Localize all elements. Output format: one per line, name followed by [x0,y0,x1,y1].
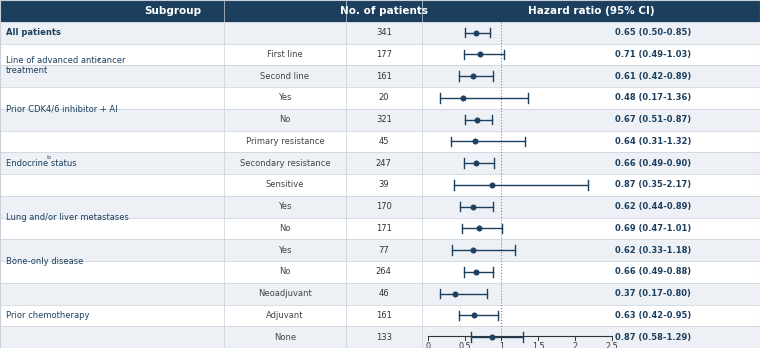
Text: Line of advanced anticancer
treatment: Line of advanced anticancer treatment [6,56,125,75]
Text: 0: 0 [426,342,430,348]
Text: 0.66 (0.49-0.90): 0.66 (0.49-0.90) [615,159,691,168]
Bar [0,87,760,109]
Text: 0.64 (0.31-1.32): 0.64 (0.31-1.32) [615,137,691,146]
Text: Bone-only disease: Bone-only disease [6,256,84,266]
Text: 247: 247 [376,159,391,168]
Bar [0,65,760,87]
Text: 0.69 (0.47-1.01): 0.69 (0.47-1.01) [615,224,691,233]
Text: 177: 177 [375,50,392,59]
Text: 0.61 (0.42-0.89): 0.61 (0.42-0.89) [615,72,691,81]
Text: Sensitive: Sensitive [266,180,304,189]
Text: 77: 77 [378,246,389,255]
Text: 0.65 (0.50-0.85): 0.65 (0.50-0.85) [615,28,691,37]
Text: 2.5: 2.5 [606,342,618,348]
Text: None: None [274,333,296,342]
Text: Secondary resistance: Secondary resistance [239,159,331,168]
Text: Endocrine status: Endocrine status [6,159,77,168]
Text: Lung and/or liver metastases: Lung and/or liver metastases [6,213,129,222]
Text: Yes: Yes [278,93,292,102]
Text: 264: 264 [376,267,391,276]
Text: First line: First line [267,50,303,59]
Text: Second line: Second line [261,72,309,81]
Text: Subgroup: Subgroup [144,6,201,16]
Text: 0.62 (0.33-1.18): 0.62 (0.33-1.18) [615,246,691,255]
Bar [0,0,760,22]
Text: 0.48 (0.17-1.36): 0.48 (0.17-1.36) [615,93,691,102]
Text: 0.87 (0.35-2.17): 0.87 (0.35-2.17) [615,180,691,189]
Text: 46: 46 [378,289,389,298]
Text: 0.37 (0.17-0.80): 0.37 (0.17-0.80) [615,289,691,298]
Text: 0.87 (0.58-1.29): 0.87 (0.58-1.29) [615,333,691,342]
Text: 0.62 (0.44-0.89): 0.62 (0.44-0.89) [615,202,691,211]
Bar [0,326,760,348]
Bar [0,218,760,239]
Text: 133: 133 [375,333,392,342]
Bar [0,130,760,152]
Text: Yes: Yes [278,202,292,211]
Text: Neoadjuvant: Neoadjuvant [258,289,312,298]
Text: 1.5: 1.5 [532,342,545,348]
Bar [0,109,760,130]
Text: Prior chemotherapy: Prior chemotherapy [6,311,90,320]
Text: No: No [279,224,291,233]
Text: All patients: All patients [6,28,61,37]
Text: 341: 341 [376,28,391,37]
Bar [0,22,760,44]
Text: 20: 20 [378,93,389,102]
Text: 0.67 (0.51-0.87): 0.67 (0.51-0.87) [615,115,691,124]
Text: 39: 39 [378,180,389,189]
Bar [0,152,760,174]
Text: 170: 170 [376,202,391,211]
Text: 321: 321 [376,115,391,124]
Text: a: a [97,57,100,62]
Text: 0.63 (0.42-0.95): 0.63 (0.42-0.95) [615,311,691,320]
Text: 0.5: 0.5 [458,342,471,348]
Text: 171: 171 [376,224,391,233]
Text: Hazard ratio (95% CI): Hazard ratio (95% CI) [527,6,654,16]
Text: b: b [46,155,50,159]
Text: 2: 2 [572,342,578,348]
Bar [0,174,760,196]
Text: No. of patients: No. of patients [340,6,428,16]
Text: Primary resistance: Primary resistance [245,137,325,146]
Text: 0.71 (0.49-1.03): 0.71 (0.49-1.03) [615,50,691,59]
Bar [0,304,760,326]
Text: No: No [279,115,291,124]
Text: No: No [279,267,291,276]
Text: 1: 1 [499,342,504,348]
Text: Adjuvant: Adjuvant [266,311,304,320]
Text: 0.66 (0.49-0.88): 0.66 (0.49-0.88) [615,267,691,276]
Text: Yes: Yes [278,246,292,255]
Bar [0,239,760,261]
Text: 45: 45 [378,137,389,146]
Text: Prior CDK4/6 inhibitor + AI: Prior CDK4/6 inhibitor + AI [6,104,118,113]
Bar [0,283,760,304]
Bar [0,196,760,218]
Bar [0,261,760,283]
Text: 161: 161 [376,311,391,320]
Text: 161: 161 [376,72,391,81]
Bar [0,44,760,65]
